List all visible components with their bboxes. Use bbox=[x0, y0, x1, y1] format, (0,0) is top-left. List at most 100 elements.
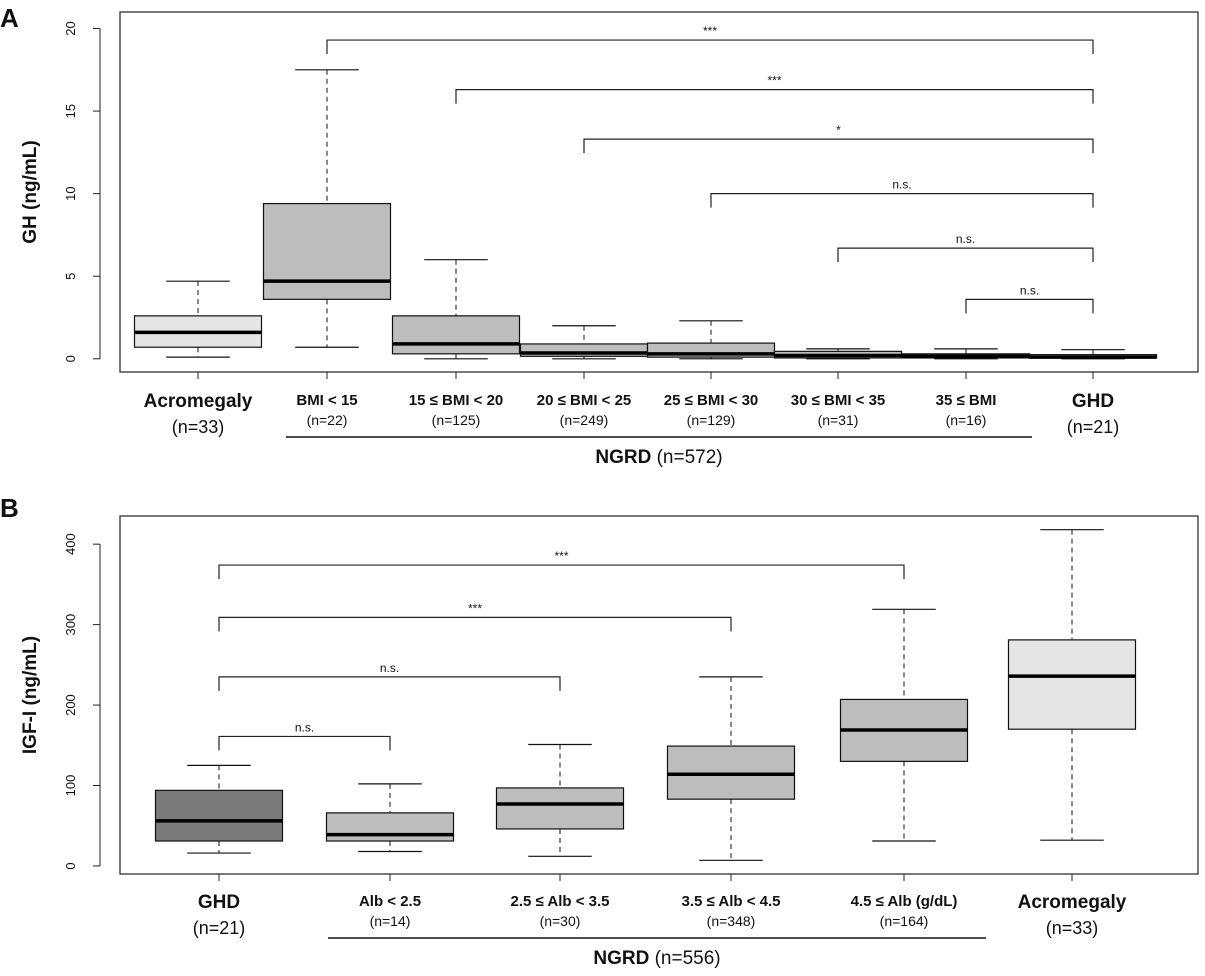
y-tick-label: 0 bbox=[63, 862, 78, 869]
comparison-3: n.s. bbox=[710, 178, 1094, 208]
x-n-label-0: (n=21) bbox=[193, 918, 246, 938]
x-n-label-2: (n=30) bbox=[540, 913, 581, 929]
plot-frame bbox=[119, 515, 1199, 875]
comparison-2: n.s. bbox=[218, 661, 561, 691]
x-label-3: 20 ≤ BMI < 25 bbox=[537, 392, 632, 409]
box-1 bbox=[262, 69, 392, 348]
group-label: NGRD (n=572) bbox=[595, 447, 722, 468]
x-label-2: 15 ≤ BMI < 20 bbox=[409, 392, 504, 409]
comparison-label: n.s. bbox=[956, 232, 975, 246]
comparison-bracket bbox=[326, 39, 1094, 55]
x-n-label-5: (n=33) bbox=[1046, 918, 1099, 938]
panel-a: A 0 5 10 15 20 GH (ng/mL) Acromegaly (n=33) BMI <… bbox=[0, 3, 1199, 468]
x-n-label-3: (n=348) bbox=[707, 913, 756, 929]
x-label-7: GHD bbox=[1072, 391, 1114, 412]
box-0 bbox=[154, 764, 284, 854]
box-4 bbox=[646, 320, 776, 360]
group-label-name: NGRD bbox=[593, 948, 649, 969]
comparison-bracket bbox=[965, 298, 1094, 314]
comparison-0: *** bbox=[218, 549, 905, 580]
comparison-label: n.s. bbox=[892, 178, 911, 192]
box-3 bbox=[666, 676, 796, 861]
x-n-label-6: (n=16) bbox=[946, 412, 987, 428]
x-label-5: 30 ≤ BMI < 35 bbox=[791, 392, 886, 409]
x-label-2: 2.5 ≤ Alb < 3.5 bbox=[511, 893, 610, 910]
plot-frame bbox=[119, 11, 1199, 373]
x-n-label-7: (n=21) bbox=[1067, 417, 1120, 437]
y-tick-label: 0 bbox=[63, 355, 78, 362]
box-2 bbox=[495, 743, 625, 857]
comparison-0: *** bbox=[326, 24, 1094, 55]
y-tick-label: 300 bbox=[63, 614, 78, 636]
comparison-label: n.s. bbox=[295, 720, 314, 734]
group-label-n: (n=556) bbox=[649, 948, 720, 969]
panel-label: B bbox=[0, 493, 19, 523]
x-label-1: Alb < 2.5 bbox=[359, 893, 421, 910]
box-5 bbox=[773, 348, 903, 360]
box-2 bbox=[391, 259, 521, 360]
x-n-label-1: (n=14) bbox=[370, 913, 411, 929]
comparison-label: *** bbox=[468, 601, 482, 615]
x-label-0: GHD bbox=[198, 892, 240, 913]
comparison-bracket bbox=[455, 89, 1094, 104]
comparison-4: n.s. bbox=[837, 232, 1094, 263]
comparison-bracket bbox=[218, 564, 905, 580]
comparison-label: n.s. bbox=[1020, 283, 1039, 297]
comparison-bracket bbox=[837, 247, 1094, 263]
x-n-label-1: (n=22) bbox=[307, 412, 348, 428]
comparison-bracket bbox=[218, 616, 732, 632]
comparison-label: *** bbox=[703, 24, 717, 38]
y-axis-title: GH (ng/mL) bbox=[20, 140, 41, 243]
group-label-n: (n=572) bbox=[651, 447, 722, 468]
comparison-label: * bbox=[836, 123, 841, 137]
panel-b: B 0 100 200 300 400 IGF-I (ng/mL) GHD (n=21) Alb … bbox=[0, 493, 1199, 969]
x-label-4: 25 ≤ BMI < 30 bbox=[664, 392, 759, 409]
iqr-box bbox=[495, 787, 625, 830]
x-label-1: BMI < 15 bbox=[296, 392, 357, 409]
comparison-bracket bbox=[583, 138, 1094, 154]
y-tick-label: 5 bbox=[63, 273, 78, 280]
comparison-bracket bbox=[218, 735, 391, 751]
box-7 bbox=[1028, 349, 1158, 360]
box-1 bbox=[325, 783, 455, 853]
comparison-1: *** bbox=[455, 74, 1094, 104]
comparison-3: n.s. bbox=[218, 720, 391, 751]
comparison-2: * bbox=[583, 123, 1094, 154]
x-label-0: Acromegaly bbox=[144, 391, 253, 412]
comparison-5: n.s. bbox=[965, 283, 1094, 314]
iqr-box bbox=[154, 789, 284, 842]
y-tick-label: 100 bbox=[63, 775, 78, 797]
box-0 bbox=[133, 280, 263, 358]
comparison-1: *** bbox=[218, 601, 732, 632]
x-label-6: 35 ≤ BMI bbox=[936, 392, 997, 409]
group-label: NGRD (n=556) bbox=[593, 948, 720, 969]
y-tick-label: 400 bbox=[63, 533, 78, 555]
iqr-box bbox=[1007, 639, 1137, 730]
box-6 bbox=[901, 348, 1031, 360]
x-label-4: 4.5 ≤ Alb (g/dL) bbox=[851, 893, 958, 910]
y-tick-label: 200 bbox=[63, 694, 78, 716]
box-3 bbox=[519, 325, 649, 360]
y-tick-label: 20 bbox=[63, 21, 78, 35]
iqr-box bbox=[262, 202, 392, 300]
panel-label: A bbox=[0, 3, 19, 33]
y-tick-label: 15 bbox=[63, 104, 78, 118]
y-tick-label: 10 bbox=[63, 186, 78, 200]
x-label-3: 3.5 ≤ Alb < 4.5 bbox=[682, 893, 781, 910]
group-label-name: NGRD bbox=[595, 447, 651, 468]
x-n-label-5: (n=31) bbox=[818, 412, 859, 428]
x-n-label-4: (n=129) bbox=[687, 412, 736, 428]
iqr-box bbox=[391, 315, 521, 355]
comparison-bracket bbox=[710, 193, 1094, 208]
iqr-box bbox=[325, 812, 455, 842]
comparison-label: n.s. bbox=[380, 661, 399, 675]
y-axis-title: IGF-I (ng/mL) bbox=[20, 636, 41, 754]
x-n-label-3: (n=249) bbox=[560, 412, 609, 428]
comparison-label: *** bbox=[767, 74, 781, 88]
comparison-bracket bbox=[218, 676, 561, 691]
box-4 bbox=[839, 608, 969, 842]
x-n-label-2: (n=125) bbox=[432, 412, 481, 428]
x-label-5: Acromegaly bbox=[1018, 892, 1127, 913]
box-5 bbox=[1007, 529, 1137, 841]
